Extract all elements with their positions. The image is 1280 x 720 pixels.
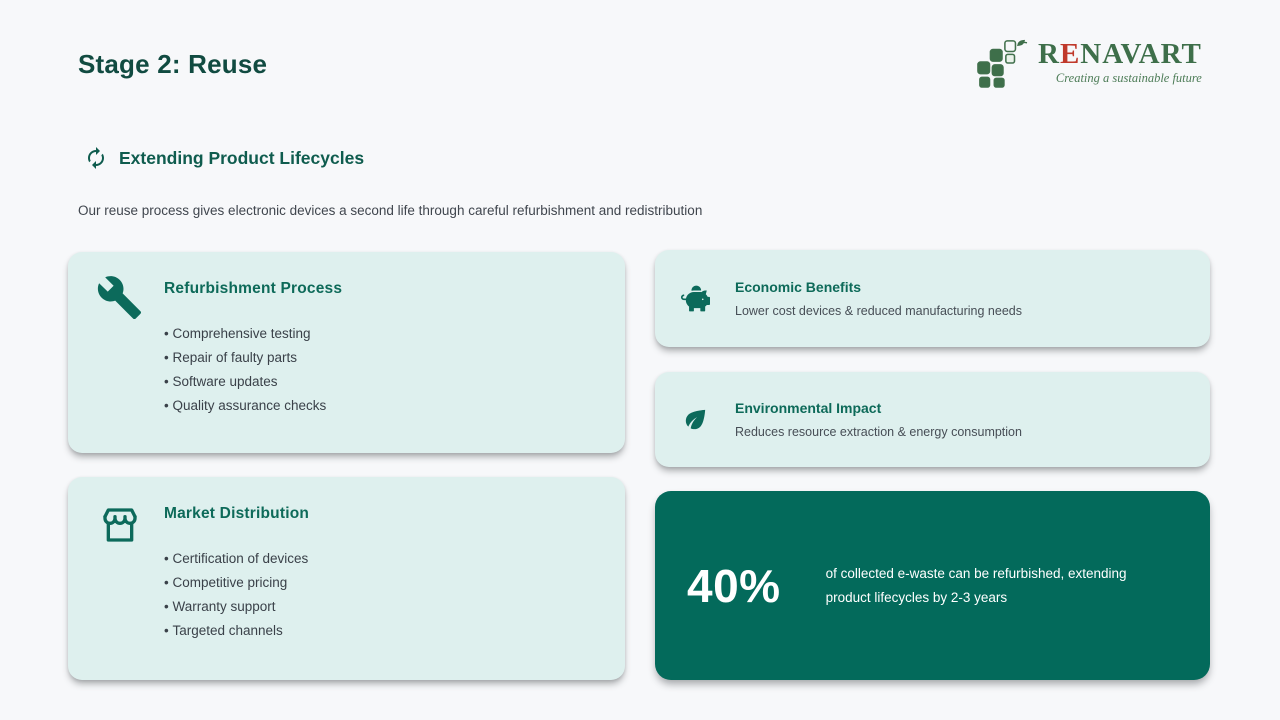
list-item: Software updates xyxy=(164,370,342,394)
logo-text: RENAVART Creating a sustainable future xyxy=(1038,40,1202,86)
renavart-logo-mark-icon xyxy=(977,39,1028,88)
card-icon-column xyxy=(681,284,735,313)
page-title: Stage 2: Reuse xyxy=(78,49,268,79)
bullet-list: Comprehensive testing Repair of faulty p… xyxy=(164,322,342,418)
list-item: Targeted channels xyxy=(164,619,309,643)
card-title: Market Distribution xyxy=(164,505,310,522)
list-item: Warranty support xyxy=(164,595,309,619)
stat-description: of collected e-waste can be refurbished,… xyxy=(825,565,1127,605)
card-description: Lower cost devices & reduced manufacturi… xyxy=(735,304,1022,318)
card-icon-column xyxy=(94,499,164,660)
environmental-impact-card: Environmental Impact Reduces resource ex… xyxy=(655,372,1210,467)
section-description: Our reuse process gives electronic devic… xyxy=(78,203,703,218)
piggy-bank-icon xyxy=(681,285,710,312)
renavart-logo: RENAVART Creating a sustainable future xyxy=(976,38,1202,88)
storefront-icon xyxy=(103,508,137,542)
stat-value: 40% xyxy=(687,559,781,612)
card-icon-column xyxy=(94,274,164,433)
section-heading-label: Extending Product Lifecycles xyxy=(119,147,365,168)
card-icon-column xyxy=(681,405,735,434)
list-item: Repair of faulty parts xyxy=(164,346,342,370)
leaf-icon xyxy=(685,409,706,430)
wrench-icon xyxy=(97,276,142,320)
market-distribution-card: Market Distribution Certification of dev… xyxy=(68,477,625,680)
card-title: Economic Benefits xyxy=(735,279,862,295)
recycle-refresh-icon xyxy=(88,147,104,169)
refurbishment-process-card: Refurbishment Process Comprehensive test… xyxy=(68,252,625,453)
card-description: Reduces resource extraction & energy con… xyxy=(735,425,1022,439)
list-item: Quality assurance checks xyxy=(164,394,342,418)
list-item: Certification of devices xyxy=(164,547,309,571)
section-heading: Extending Product Lifecycles xyxy=(84,146,364,170)
list-item: Comprehensive testing xyxy=(164,322,342,346)
list-item: Competitive pricing xyxy=(164,571,309,595)
brand-tagline: Creating a sustainable future xyxy=(1055,71,1202,85)
stat-card: 40% of collected e-waste can be refurbis… xyxy=(655,491,1210,680)
card-title: Environmental Impact xyxy=(735,400,882,416)
economic-benefits-card: Economic Benefits Lower cost devices & r… xyxy=(655,250,1210,347)
brand-wordmark: RENAVART xyxy=(1038,38,1202,70)
card-title: Refurbishment Process xyxy=(164,280,343,297)
bullet-list: Certification of devices Competitive pri… xyxy=(164,547,309,643)
